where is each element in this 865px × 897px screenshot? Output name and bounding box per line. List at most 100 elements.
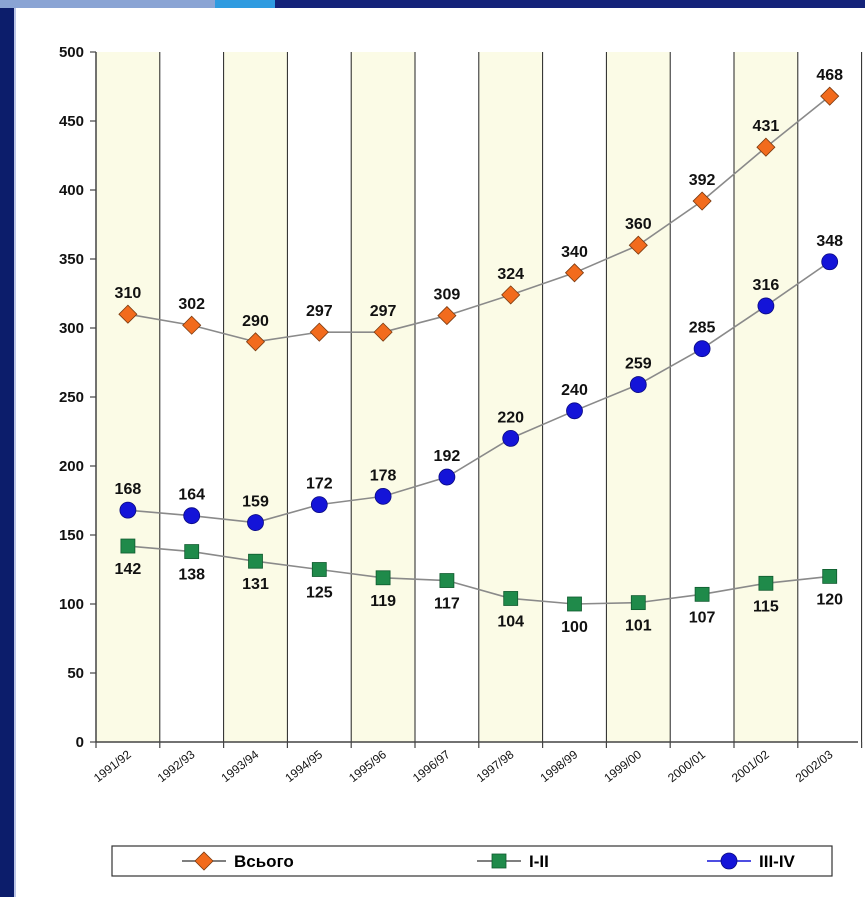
data-label: 104 — [497, 613, 524, 630]
data-label: 240 — [561, 382, 588, 399]
data-label: 120 — [816, 591, 843, 608]
series-line — [127, 545, 830, 605]
legend: Всього I-II III-IV — [111, 845, 833, 877]
data-point — [628, 235, 648, 255]
data-labels: 310 302 290 297 297 309 324 340 360 392 431 468 142 1… — [115, 67, 844, 636]
y-tick-label: 250 — [59, 389, 84, 406]
y-tick-label: 50 — [67, 665, 84, 682]
data-label: 172 — [306, 476, 333, 493]
plot-band — [478, 52, 543, 742]
data-point — [439, 573, 455, 588]
data-label: 115 — [753, 598, 779, 615]
data-label: 290 — [242, 313, 269, 330]
data-point — [692, 191, 712, 211]
data-point — [309, 322, 329, 342]
data-point — [374, 487, 392, 505]
data-label: 117 — [434, 596, 460, 613]
data-point — [183, 507, 201, 525]
data-label: 142 — [115, 561, 142, 578]
x-axis-ticks: 1991/92 1992/93 1993/94 1994/95 1995/96 1996/… — [91, 742, 863, 785]
data-label: 360 — [625, 216, 652, 233]
data-label: 138 — [178, 567, 205, 584]
x-tick-label: 1995/96 — [346, 747, 389, 785]
plot-band — [797, 52, 862, 742]
data-point — [311, 562, 327, 577]
data-point — [245, 332, 266, 352]
data-point — [247, 514, 264, 531]
data-point — [502, 429, 520, 447]
data-label: 309 — [434, 287, 461, 304]
data-point — [310, 496, 328, 514]
y-tick-label: 350 — [59, 251, 84, 268]
data-label: 285 — [689, 320, 716, 337]
x-tick-label: 1991/92 — [91, 747, 134, 785]
data-point — [373, 322, 393, 342]
data-point — [694, 586, 710, 602]
x-tick-label: 2002/03 — [793, 747, 836, 785]
data-label: 340 — [561, 244, 588, 261]
plot-band — [96, 52, 160, 742]
data-label: 168 — [115, 481, 142, 498]
top-accent-bar — [0, 0, 215, 8]
plot-band — [670, 52, 734, 742]
data-point — [630, 595, 646, 611]
x-tick-label: 2000/01 — [665, 747, 708, 785]
data-point — [821, 253, 839, 271]
data-point — [438, 468, 456, 486]
data-point — [120, 538, 136, 554]
x-tick-label: 1992/93 — [155, 747, 198, 785]
series-line — [127, 95, 831, 343]
x-tick-label: 1996/97 — [410, 747, 453, 785]
legend-label: III-IV — [759, 852, 796, 871]
plot-band — [734, 52, 798, 742]
data-label: 392 — [689, 172, 716, 189]
legend-marker — [720, 852, 738, 870]
data-label: 316 — [753, 277, 780, 294]
data-label: 468 — [816, 67, 843, 84]
data-label: 125 — [306, 585, 333, 602]
series-lines — [127, 95, 831, 605]
data-point — [822, 569, 838, 584]
data-point — [756, 137, 776, 157]
vertical-gridlines — [159, 52, 863, 742]
data-point — [757, 297, 775, 315]
y-tick-label: 450 — [59, 113, 84, 130]
plot-band — [415, 52, 479, 742]
data-label: 131 — [242, 576, 269, 593]
data-point — [119, 501, 137, 519]
data-point — [375, 570, 391, 586]
plot-band — [159, 52, 224, 742]
data-point — [693, 340, 711, 358]
data-label: 107 — [689, 609, 716, 626]
data-point — [566, 402, 583, 420]
plot-band — [351, 52, 415, 742]
x-tick-label: 1998/99 — [538, 747, 581, 785]
data-label: 101 — [625, 618, 652, 635]
y-tick-label: 200 — [59, 458, 84, 475]
data-point — [248, 553, 263, 569]
data-point — [564, 263, 585, 283]
data-point — [820, 86, 840, 106]
legend-marker — [194, 851, 214, 871]
top-strip — [0, 0, 865, 8]
x-tick-label: 1999/00 — [601, 747, 644, 785]
x-tick-label: 1993/94 — [219, 747, 262, 785]
legend-label: I-II — [529, 852, 549, 871]
data-label: 348 — [816, 233, 843, 250]
data-label: 302 — [178, 296, 205, 313]
y-tick-label: 400 — [59, 182, 84, 199]
plot-band — [223, 52, 288, 742]
y-tick-label: 150 — [59, 527, 84, 544]
series-line — [127, 261, 831, 524]
y-tick-label: 0 — [76, 734, 84, 751]
data-label: 178 — [370, 467, 397, 484]
series-markers — [118, 86, 840, 612]
y-axis-ticks: 0 50 100 150 200 250 300 350 400 450 500 — [59, 44, 96, 751]
data-label: 259 — [625, 356, 652, 373]
data-point — [118, 304, 138, 324]
data-point — [629, 376, 647, 393]
data-point — [758, 575, 774, 591]
y-tick-label: 300 — [59, 320, 84, 337]
data-label: 192 — [434, 448, 461, 465]
plot-band — [287, 52, 352, 742]
